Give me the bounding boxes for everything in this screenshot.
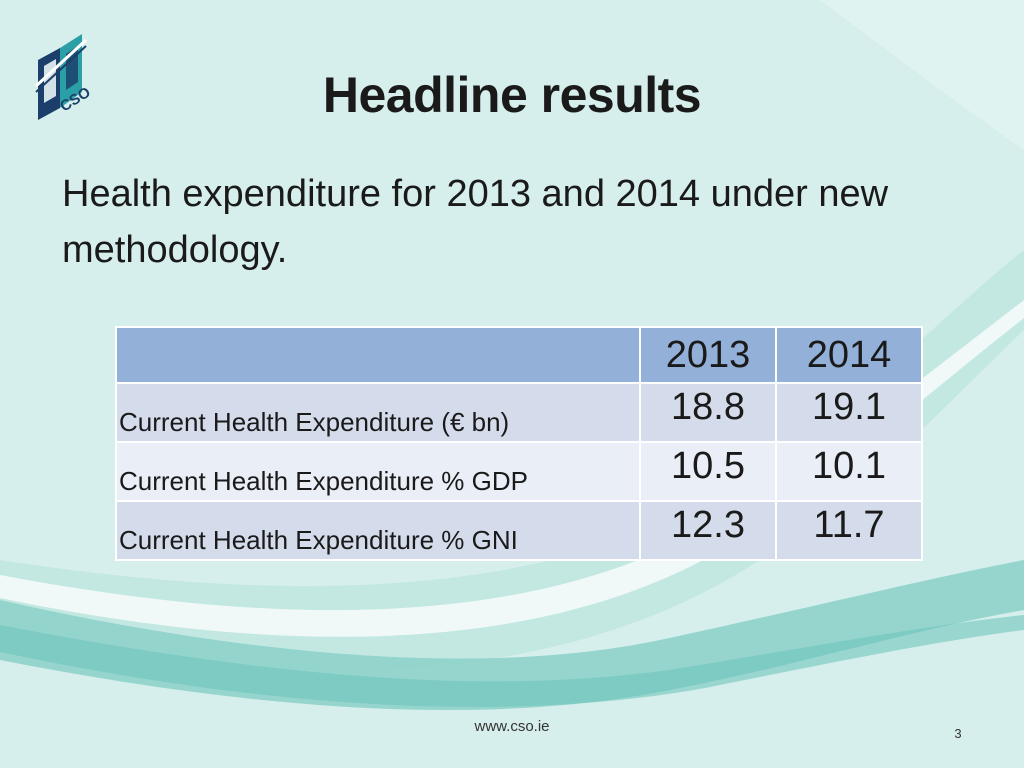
cso-logo: CSO [34,34,94,120]
table-row: Current Health Expenditure % GNI 12.3 11… [115,500,923,561]
table-header-row: 2013 2014 [115,326,923,384]
page-number: 3 [954,726,962,741]
results-table: 2013 2014 Current Health Expenditure (€ … [115,326,923,561]
slide-title: Headline results [322,67,702,123]
table-row: Current Health Expenditure (€ bn) 18.8 1… [115,382,923,443]
header-2014: 2014 [775,326,923,384]
row-label: Current Health Expenditure % GNI [115,500,641,561]
header-2013: 2013 [639,326,777,384]
row-label: Current Health Expenditure % GDP [115,441,641,502]
cell-2014: 10.1 [775,441,923,502]
cell-2013: 18.8 [639,382,777,443]
cell-2014: 11.7 [775,500,923,561]
cell-2013: 10.5 [639,441,777,502]
footer-url: www.cso.ie [474,718,550,735]
slide-subtitle: Health expenditure for 2013 and 2014 und… [62,173,889,271]
cell-2013: 12.3 [639,500,777,561]
table-row: Current Health Expenditure % GDP 10.5 10… [115,441,923,502]
header-blank-cell [115,326,641,384]
cell-2014: 19.1 [775,382,923,443]
row-label: Current Health Expenditure (€ bn) [115,382,641,443]
